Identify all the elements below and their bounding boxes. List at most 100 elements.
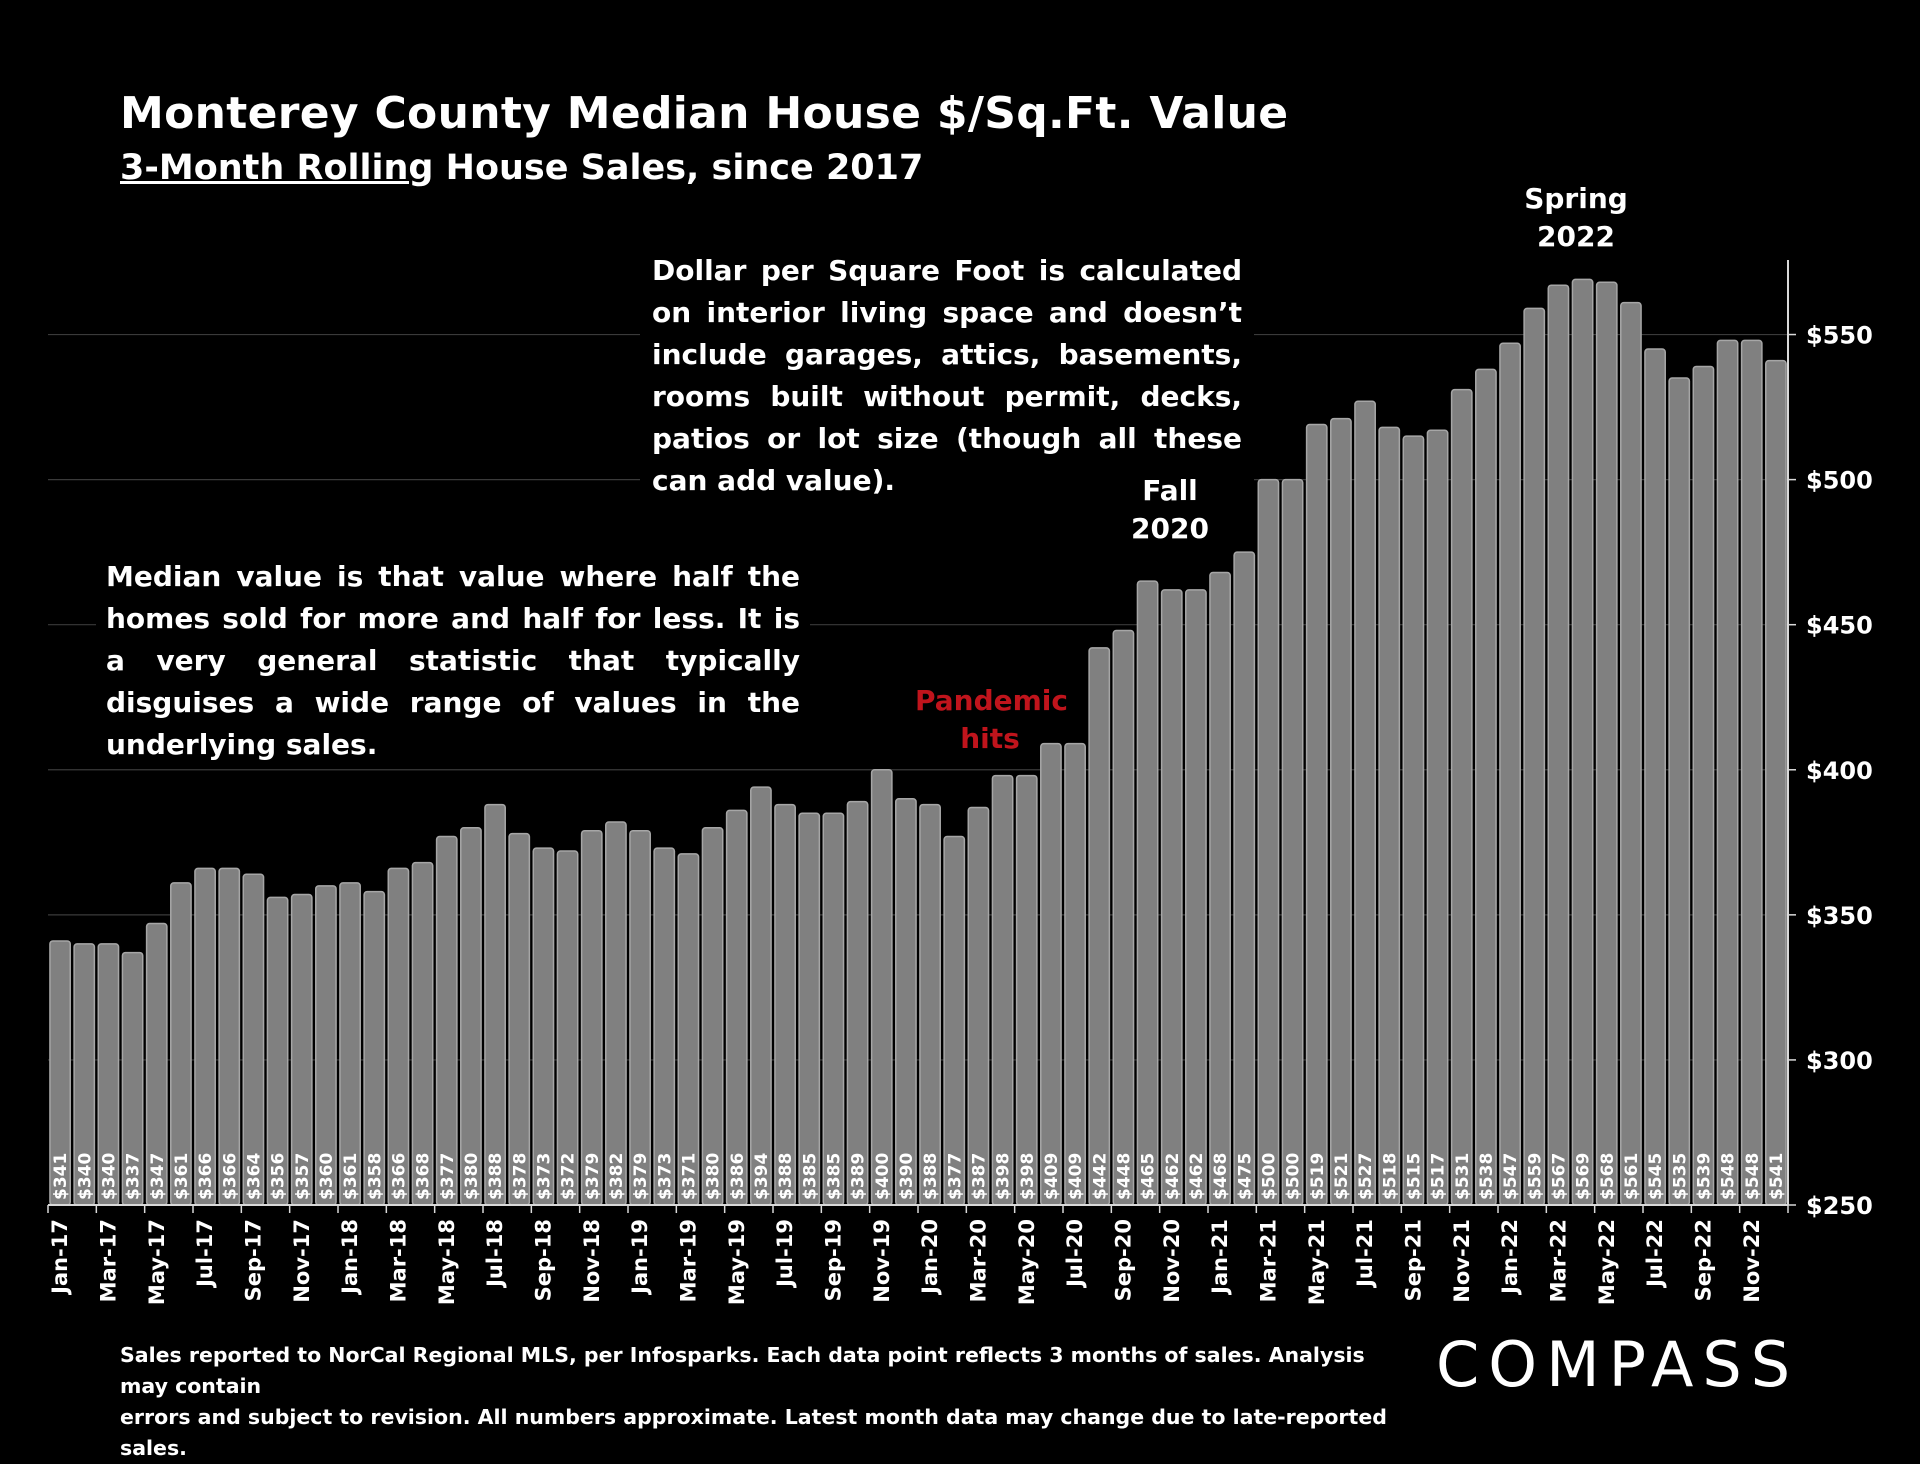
bar (1644, 348, 1666, 1206)
bar-value-label: $400 (873, 1153, 893, 1200)
bar-value-label: $366 (220, 1153, 240, 1200)
bar-value-label: $465 (1139, 1153, 1159, 1200)
x-tick-label: May-22 (1595, 1219, 1619, 1305)
bar-value-label: $541 (1767, 1153, 1787, 1200)
bar (1523, 307, 1546, 1206)
x-tick-label: Nov-19 (870, 1219, 894, 1303)
x-tick-label: Jul-22 (1643, 1219, 1667, 1289)
bar-value-label: $500 (1284, 1153, 1304, 1200)
x-tick-label: Jan-22 (1498, 1219, 1522, 1296)
bar-value-label: $547 (1501, 1153, 1521, 1200)
bar-value-label: $340 (99, 1153, 119, 1200)
bar-value-label: $382 (607, 1153, 627, 1200)
bar (701, 827, 724, 1206)
bar (1040, 742, 1062, 1206)
bar (846, 800, 869, 1206)
x-tick-label: Mar-17 (96, 1219, 120, 1302)
bar (605, 821, 627, 1206)
bar (1620, 301, 1642, 1206)
x-tick-label: Nov-20 (1160, 1219, 1184, 1303)
bar (1330, 417, 1352, 1206)
pandemic-line1: Pandemic (915, 684, 1069, 717)
x-tick-label: Jul-17 (193, 1219, 217, 1289)
bar (1547, 284, 1570, 1206)
subtitle-underlined: 3-Month Rolling (120, 148, 434, 188)
bar-value-label: $337 (124, 1153, 144, 1200)
bar (460, 827, 482, 1206)
bar-value-label: $377 (438, 1153, 458, 1200)
subtitle-rest: House Sales, since 2017 (433, 148, 924, 188)
x-tick-label: Jan-17 (48, 1219, 72, 1296)
bar-value-label: $379 (631, 1153, 651, 1200)
y-tick-label: $350 (1806, 902, 1873, 930)
x-tick-label: Jul-19 (773, 1219, 797, 1289)
bar-value-label: $500 (1259, 1153, 1279, 1200)
bar-value-label: $545 (1646, 1153, 1666, 1200)
chart-title: Monterey County Median House $/Sq.Ft. Va… (120, 88, 1289, 139)
bar (677, 853, 700, 1206)
bar-value-label: $409 (1066, 1153, 1086, 1200)
x-tick-label: Sep-22 (1691, 1219, 1715, 1301)
x-tick-label: May-21 (1305, 1219, 1329, 1305)
bar-value-label: $340 (75, 1153, 95, 1200)
bar-value-label: $468 (1211, 1153, 1231, 1200)
y-tick-label: $550 (1806, 322, 1873, 350)
bar-value-label: $462 (1163, 1153, 1183, 1200)
bar (556, 850, 579, 1206)
bar (967, 806, 990, 1206)
bar-value-label: $567 (1549, 1153, 1569, 1200)
x-tick-label: Mar-21 (1256, 1219, 1280, 1302)
bar-value-label: $386 (728, 1153, 748, 1200)
x-tick-label: Mar-19 (676, 1219, 700, 1302)
bar-value-label: $347 (148, 1153, 168, 1200)
bar-value-label: $373 (655, 1153, 675, 1200)
bar-value-label: $394 (752, 1153, 772, 1200)
bar-chart: $341 $340 $340 $337 $347 $361 $366 $366 $364 $356… (47, 260, 1873, 1305)
bar-value-label: $372 (559, 1153, 579, 1200)
bar-value-label: $373 (534, 1153, 554, 1200)
bar-value-label: $538 (1477, 1153, 1497, 1200)
bar-value-label: $389 (849, 1153, 869, 1200)
bar-value-label: $568 (1598, 1153, 1618, 1200)
fall-2020-annotation: Fall 2020 (1110, 472, 1230, 548)
bar (1112, 629, 1135, 1206)
x-tick-label: Nov-21 (1450, 1219, 1474, 1303)
bar-value-label: $380 (704, 1153, 724, 1200)
bar (1257, 478, 1280, 1206)
bar-value-label: $535 (1670, 1153, 1690, 1200)
bar-value-label: $388 (776, 1153, 796, 1200)
x-tick-label: Jan-18 (338, 1219, 362, 1296)
bar (1716, 339, 1739, 1206)
bar (1088, 647, 1111, 1206)
bar (870, 769, 893, 1206)
bar-value-label: $361 (172, 1153, 192, 1200)
bar-value-label: $385 (824, 1153, 844, 1200)
bar-value-label: $360 (317, 1153, 337, 1200)
bar (943, 835, 966, 1206)
bar (1281, 478, 1304, 1206)
bar (1064, 742, 1086, 1206)
y-tick-label: $450 (1806, 612, 1873, 640)
y-tick-label: $300 (1806, 1047, 1873, 1075)
bar-value-label: $462 (1187, 1153, 1207, 1200)
x-tick-label: Jul-18 (483, 1219, 507, 1289)
bar (725, 809, 748, 1206)
bar-value-label: $361 (341, 1153, 361, 1200)
fall-line2: 2020 (1131, 512, 1209, 545)
x-tick-label: Mar-18 (386, 1219, 410, 1302)
bar (435, 835, 458, 1206)
bar-value-label: $377 (945, 1153, 965, 1200)
footer-line2: errors and subject to revision. All numb… (120, 1405, 1387, 1460)
bar (629, 829, 651, 1206)
bar (1571, 278, 1594, 1206)
bar (1499, 342, 1521, 1206)
bar-value-label: $518 (1380, 1153, 1400, 1200)
bar-value-label: $388 (486, 1153, 506, 1200)
bar (1160, 589, 1183, 1206)
bar (653, 847, 676, 1206)
fall-line1: Fall (1142, 474, 1198, 507)
x-tick-label: Mar-20 (966, 1219, 990, 1302)
bar-value-label: $569 (1574, 1153, 1594, 1200)
bar-value-label: $531 (1453, 1153, 1473, 1200)
bar-value-label: $358 (365, 1153, 385, 1200)
